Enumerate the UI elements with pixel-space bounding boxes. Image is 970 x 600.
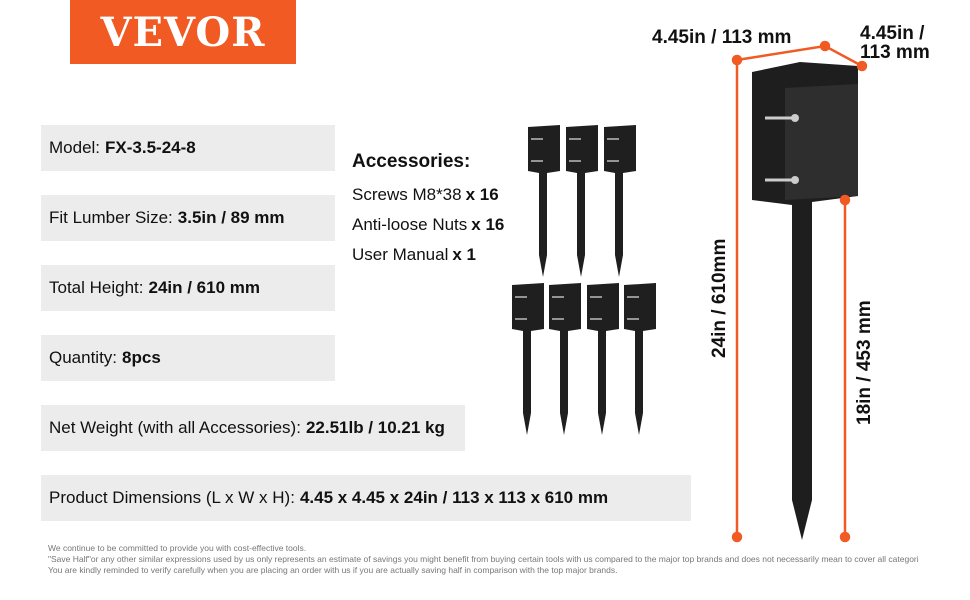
spec-label: Net Weight (with all Accessories): bbox=[49, 418, 301, 437]
spec-value: 3.5in / 89 mm bbox=[177, 208, 285, 227]
accessory-item: User Manual x 1 bbox=[352, 245, 476, 265]
spec-net-weight: Net Weight (with all Accessories): 22.51l… bbox=[41, 405, 465, 451]
large-spike bbox=[752, 62, 858, 540]
disclaimer-line: "Save Half"or any other similar expressi… bbox=[48, 554, 919, 564]
depth-label-1: 4.45in / bbox=[860, 23, 925, 44]
accessory-name: User Manual bbox=[352, 245, 449, 264]
disclaimer: We continue to be committed to provide y… bbox=[48, 543, 919, 576]
spec-value: FX-3.5-24-8 bbox=[105, 138, 196, 157]
accessory-qty: x 16 bbox=[471, 215, 505, 234]
disclaimer-line: We continue to be committed to provide y… bbox=[48, 543, 307, 553]
small-spike bbox=[604, 125, 636, 277]
small-spike bbox=[549, 283, 581, 435]
small-spike bbox=[624, 283, 656, 435]
height-label: 24in / 610mm bbox=[709, 238, 730, 358]
accessory-item: Screws M8*38 x 16 bbox=[352, 185, 499, 205]
small-spike bbox=[566, 125, 598, 277]
accessory-qty: x 1 bbox=[452, 245, 477, 264]
spec-label: Fit Lumber Size: bbox=[49, 208, 173, 227]
accessory-name: Screws M8*38 bbox=[352, 185, 462, 204]
small-spike bbox=[587, 283, 619, 435]
accessory-item: Anti-loose Nuts x 16 bbox=[352, 215, 504, 235]
spec-value: 24in / 610 mm bbox=[148, 278, 261, 297]
accessory-qty: x 16 bbox=[465, 185, 499, 204]
spec-value: 4.45 x 4.45 x 24in / 113 x 113 x 610 mm bbox=[299, 488, 609, 507]
spec-label: Quantity: bbox=[49, 348, 118, 367]
spec-lumber-size: Fit Lumber Size: 3.5in / 89 mm bbox=[41, 195, 335, 241]
small-spikes bbox=[512, 125, 656, 435]
spec-quantity: Quantity: 8pcs bbox=[41, 335, 335, 381]
depth-label-2: 113 mm bbox=[860, 42, 930, 63]
small-spike bbox=[512, 283, 544, 435]
accessory-name: Anti-loose Nuts bbox=[352, 215, 468, 234]
small-spike bbox=[528, 125, 560, 277]
accessories-title: Accessories: bbox=[352, 151, 471, 172]
spec-label: Model: bbox=[49, 138, 101, 157]
spec-label: Total Height: bbox=[49, 278, 144, 297]
spec-model: Model: FX-3.5-24-8 bbox=[41, 125, 335, 171]
disclaimer-line: You are kindly reminded to verify carefu… bbox=[48, 565, 618, 575]
spike-length-label: 18in / 453 mm bbox=[854, 300, 875, 425]
width-label: 4.45in / 113 mm bbox=[652, 27, 792, 48]
vevor-logo: VEVOR bbox=[70, 0, 296, 64]
spec-dimensions: Product Dimensions (L x W x H): 4.45 x 4.… bbox=[41, 475, 691, 521]
spec-total-height: Total Height: 24in / 610 mm bbox=[41, 265, 335, 311]
spec-label: Product Dimensions (L x W x H): bbox=[49, 488, 295, 507]
dimension-lines bbox=[731, 40, 868, 543]
spec-value: 8pcs bbox=[122, 348, 161, 367]
spec-value: 22.51lb / 10.21 kg bbox=[305, 418, 445, 437]
